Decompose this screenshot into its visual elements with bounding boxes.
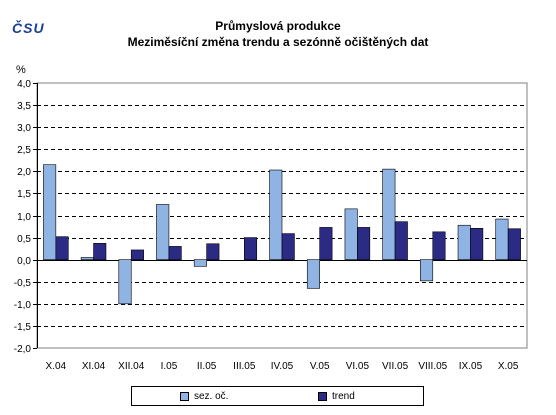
x-tick-label: IX.05 [459, 361, 483, 372]
chart-title: Průmyslová produkce [215, 19, 341, 33]
legend-swatch-trend [318, 392, 327, 401]
y-tick-label: 1,5 [17, 189, 31, 200]
bar-trend [244, 237, 258, 260]
bar-sez-oc [80, 257, 94, 260]
legend-label-sez-oc: sez. oč. [194, 391, 229, 402]
x-tick-label: XI.04 [82, 361, 106, 372]
x-tick-label: X.04 [46, 361, 67, 372]
bar-trend [130, 249, 144, 260]
bar-sez-oc [156, 204, 170, 260]
bar-trend [470, 228, 484, 260]
x-tick-label: VII.05 [382, 361, 409, 372]
x-tick-label: IV.05 [271, 361, 294, 372]
bar-trend [432, 231, 446, 260]
bar-trend [357, 227, 371, 260]
legend-item-sez-oc: sez. oč. [180, 391, 228, 402]
bar-trend [206, 243, 220, 260]
x-tick-label: VIII.05 [418, 361, 447, 372]
csu-logo: ČSU [12, 20, 45, 36]
bar-trend [281, 233, 295, 260]
y-tick-label: -1,0 [14, 300, 32, 311]
bar-trend [507, 228, 521, 260]
bar-sez-oc [420, 259, 434, 282]
y-tick-label: 0,5 [17, 234, 31, 245]
x-tick-label: V.05 [310, 361, 330, 372]
bar-trend [394, 221, 408, 260]
x-tick-label: X.05 [498, 361, 519, 372]
x-tick-label: I.05 [161, 361, 178, 372]
y-tick-label: 1,0 [17, 212, 31, 223]
legend: sez. oč. trend [131, 386, 424, 406]
bar-trend [93, 243, 107, 260]
bar-trend [55, 236, 69, 260]
legend-swatch-sez-oc [180, 392, 189, 401]
bar-trend [168, 246, 182, 260]
y-tick-label: 2,5 [17, 145, 31, 156]
x-tick-label: XII.04 [118, 361, 145, 372]
bar-sez-oc [118, 259, 132, 305]
bar-trend [319, 227, 333, 260]
legend-item-trend: trend [318, 391, 355, 402]
y-tick-label: 2,0 [17, 167, 31, 178]
y-tick-label: 4,0 [17, 79, 31, 90]
x-tick-label: II.05 [197, 361, 217, 372]
bar-sez-oc [43, 164, 57, 260]
y-tick-label: 3,0 [17, 123, 31, 134]
bar-sez-oc [495, 218, 509, 260]
y-axis-unit: % [16, 64, 26, 76]
chart-subtitle: Meziměsíční změna trendu a sezónně očišt… [127, 35, 429, 49]
bar-sez-oc [457, 224, 471, 260]
x-tick-label: VI.05 [346, 361, 370, 372]
bar-sez-oc [344, 208, 358, 260]
bar-sez-oc [306, 259, 320, 289]
x-tick-label: III.05 [233, 361, 256, 372]
y-tick-label: 3,5 [17, 101, 31, 112]
y-tick-label: -2,0 [14, 344, 32, 355]
y-tick-label: -0,5 [14, 278, 32, 289]
y-tick-label: -1,5 [14, 322, 32, 333]
legend-label-trend: trend [332, 391, 355, 402]
y-tick-label: 0,0 [17, 256, 31, 267]
bar-sez-oc [269, 169, 283, 260]
bar-sez-oc [382, 168, 396, 260]
bar-sez-oc [193, 259, 207, 267]
